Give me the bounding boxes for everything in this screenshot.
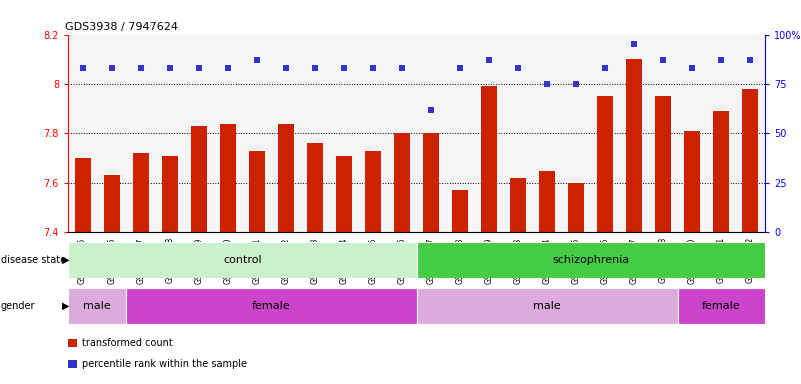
Bar (452, 190, 468, 232)
Text: female: female (252, 301, 291, 311)
Bar (714, 111, 730, 232)
Text: male: male (533, 301, 561, 311)
Bar (249, 151, 265, 232)
Bar (568, 183, 584, 232)
Bar (626, 59, 642, 232)
Bar (655, 96, 671, 232)
Text: ▶: ▶ (62, 301, 69, 311)
Bar (133, 153, 149, 232)
Bar (68, 288, 127, 324)
Bar (219, 124, 235, 232)
Bar (417, 288, 678, 324)
Text: gender: gender (1, 301, 35, 311)
Bar (510, 178, 526, 232)
Bar (417, 242, 765, 278)
Text: control: control (223, 255, 262, 265)
Text: transformed count: transformed count (82, 338, 173, 348)
Bar (278, 124, 294, 232)
Text: female: female (702, 301, 741, 311)
Bar (74, 158, 91, 232)
Bar (423, 134, 439, 232)
Bar (598, 96, 614, 232)
Bar (743, 89, 759, 232)
Bar (307, 143, 323, 232)
Bar (539, 170, 555, 232)
Bar (394, 134, 410, 232)
Bar (481, 86, 497, 232)
Bar (127, 288, 417, 324)
Bar (684, 131, 700, 232)
Text: male: male (83, 301, 111, 311)
Bar (678, 288, 765, 324)
Bar (68, 339, 77, 347)
Text: GDS3938 / 7947624: GDS3938 / 7947624 (65, 22, 178, 32)
Text: percentile rank within the sample: percentile rank within the sample (82, 359, 247, 369)
Text: ▶: ▶ (62, 255, 69, 265)
Text: schizophrenia: schizophrenia (552, 255, 630, 265)
Bar (103, 175, 119, 232)
Bar (68, 242, 417, 278)
Text: disease state: disease state (1, 255, 66, 265)
Bar (191, 126, 207, 232)
Bar (365, 151, 381, 232)
Bar (68, 360, 77, 368)
Bar (336, 156, 352, 232)
Bar (162, 156, 178, 232)
